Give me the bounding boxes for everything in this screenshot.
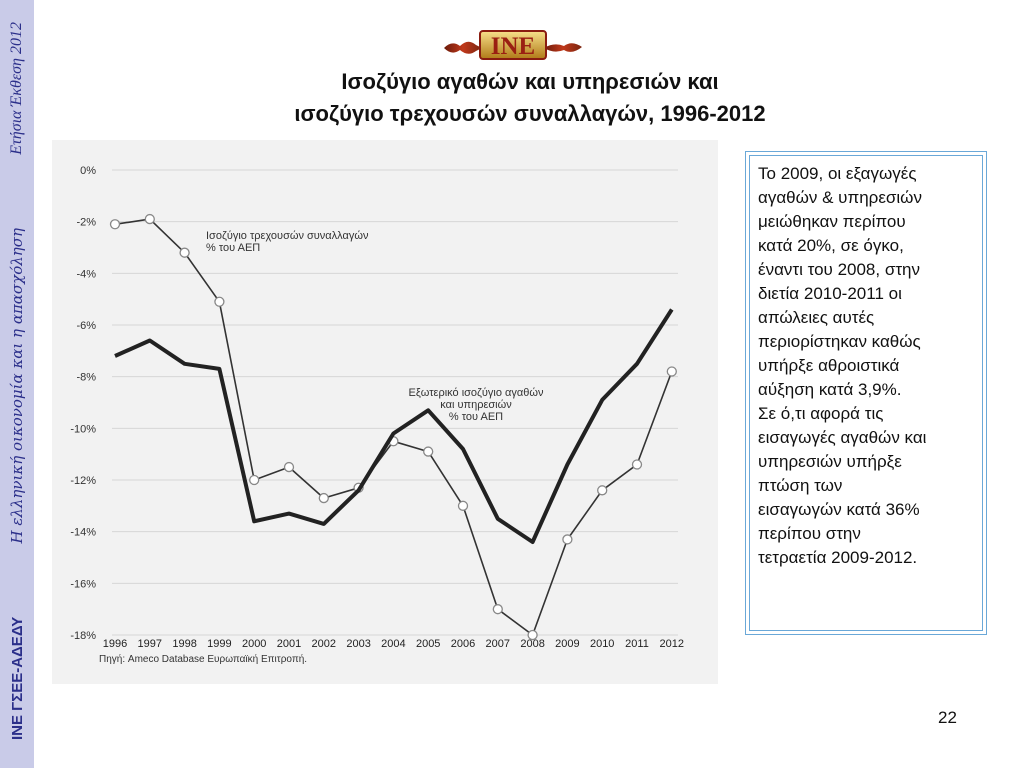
y-tick-label: -10%: [70, 423, 96, 435]
x-tick-label: 2000: [242, 638, 266, 650]
commentary-line: εισαγωγές αγαθών και: [758, 428, 927, 447]
commentary-line: εισαγωγών κατά 36%: [758, 500, 920, 519]
data-point: [527, 629, 538, 641]
x-tick-label: 1999: [207, 638, 231, 650]
x-tick-label: 2001: [277, 638, 301, 650]
commentary-text: Το 2009, οι εξαγωγές αγαθών & υπηρεσιών με…: [749, 155, 983, 631]
y-tick-label: -8%: [76, 372, 96, 384]
commentary-line: απώλειες αυτές: [758, 308, 875, 327]
chart-annotation: και υπηρεσιών: [440, 399, 512, 411]
y-tick-label: -4%: [76, 268, 96, 280]
x-tick-label: 2009: [555, 638, 579, 650]
y-tick-label: -16%: [70, 578, 96, 590]
x-tick-label: 1997: [138, 638, 162, 650]
commentary-line: πτώση των: [758, 476, 843, 495]
commentary-line: Το 2009, οι εξαγωγές: [758, 164, 917, 183]
commentary-line: κατά 20%, σε όγκο,: [758, 236, 904, 255]
data-point: [109, 219, 121, 230]
page-number: 22: [938, 708, 957, 727]
chart-source: Πηγή: Ameco Database Ευρωπαϊκή Επιτροπή.: [99, 653, 307, 665]
y-tick-label: -12%: [70, 475, 96, 487]
commentary-line: περίπου στην: [758, 524, 861, 543]
commentary-box: Το 2009, οι εξαγωγές αγαθών & υπηρεσιών με…: [745, 151, 987, 635]
y-tick-label: -18%: [70, 630, 96, 642]
sidebar-report: Ετήσια Έκθεση 2012: [8, 22, 25, 155]
x-tick-label: 2007: [486, 638, 510, 650]
slide-title: Ισοζύγιο αγαθών και υπηρεσιών και ισοζύγ…: [150, 66, 910, 130]
data-point: [179, 247, 190, 258]
data-point: [631, 459, 643, 470]
chart-annotation: Ισοζύγιο τρεχουσών συναλλαγών: [206, 230, 369, 242]
data-point: [597, 485, 608, 496]
commentary-line: τετραετία 2009-2012.: [758, 548, 918, 567]
y-tick-label: -14%: [70, 527, 96, 539]
commentary-line: υπηρεσιών υπήρξε: [758, 452, 902, 471]
data-point: [144, 213, 155, 225]
data-point: [562, 534, 573, 545]
x-tick-label: 2002: [312, 638, 336, 650]
chart: 0% -2% -4% -6% -8% -10% -12% -14% -16% -18% 1996 19…: [52, 140, 718, 684]
commentary-line: Σε ό,τι αφορά τις: [758, 404, 884, 423]
x-tick-label: 2005: [416, 638, 440, 650]
data-point: [666, 366, 677, 377]
data-point: [214, 296, 225, 307]
data-point: [318, 492, 329, 504]
title-line-2: ισοζύγιο τρεχουσών συναλλαγών, 1996-2012: [294, 101, 766, 126]
data-point: [423, 446, 434, 457]
x-tick-label: 1996: [103, 638, 127, 650]
commentary-line: μειώθηκαν περίπου: [758, 212, 906, 231]
title-line-1: Ισοζύγιο αγαθών και υπηρεσιών και: [341, 69, 719, 94]
sidebar: ΙΝΕ ΓΣΕΕ-ΑΔΕΔΥ Η ελληνική οικονομία και …: [0, 0, 34, 768]
commentary-line: υπήρξε αθροιστικά: [758, 356, 900, 375]
y-tick-label: -2%: [76, 217, 96, 229]
chart-annotation: % του ΑΕΠ: [206, 242, 260, 254]
y-tick-label: -6%: [76, 320, 96, 332]
x-tick-label: 2006: [451, 638, 475, 650]
commentary-line: διετία 2010-2011 οι: [758, 284, 902, 303]
sidebar-organization: ΙΝΕ ΓΣΕΕ-ΑΔΕΔΥ: [8, 616, 26, 740]
x-tick-label: 2011: [625, 638, 649, 650]
logo-text: INE: [491, 33, 535, 60]
data-point: [283, 461, 295, 473]
x-tick-label: 2003: [346, 638, 370, 650]
x-tick-label: 2004: [381, 638, 405, 650]
y-tick-label: 0%: [80, 165, 96, 177]
chart-annotation: % του ΑΕΠ: [449, 411, 503, 423]
line-chart: 0% -2% -4% -6% -8% -10% -12% -14% -16% -18% 1996 19…: [70, 165, 684, 665]
trade-balance-line: [114, 308, 674, 544]
data-point: [249, 474, 260, 486]
data-point: [492, 604, 503, 615]
commentary-line: έναντι του 2008, στην: [758, 260, 920, 279]
commentary-line: αγαθών & υπηρεσιών: [758, 188, 922, 207]
data-point: [457, 500, 469, 511]
x-tick-label: 2012: [660, 638, 684, 650]
ine-logo: INE: [442, 28, 584, 62]
sidebar-text: ΙΝΕ ΓΣΕΕ-ΑΔΕΔΥ Η ελληνική οικονομία και …: [0, 0, 34, 768]
commentary-line: περιορίστηκαν καθώς: [758, 332, 921, 351]
chart-annotation: Εξωτερικό ισοζύγιο αγαθών: [409, 387, 544, 399]
commentary-line: αύξηση κατά 3,9%.: [758, 380, 902, 399]
x-tick-label: 2008: [520, 638, 544, 650]
sidebar-subtitle: Η ελληνική οικονομία και η απασχόληση: [8, 227, 26, 544]
x-tick-label: 1998: [172, 638, 196, 650]
x-tick-label: 2010: [590, 638, 614, 650]
